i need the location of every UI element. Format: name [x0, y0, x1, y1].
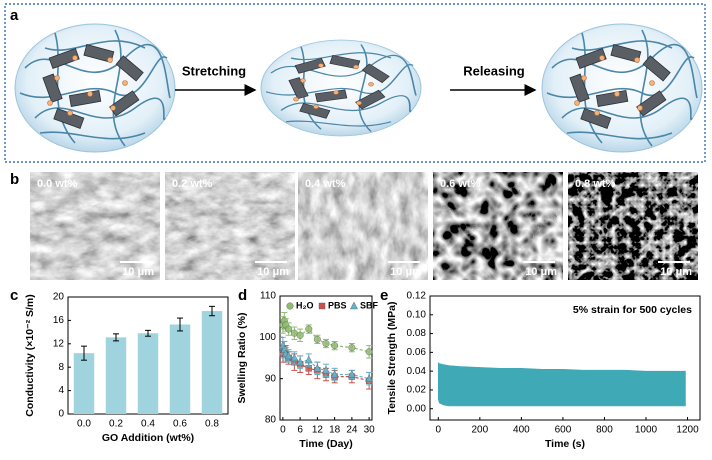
- sem-label: 0.2 wt%: [172, 178, 213, 190]
- panel-label: d: [238, 287, 247, 304]
- x-tick-label: 24: [346, 425, 358, 436]
- sem-label: 0.0 wt%: [37, 178, 78, 190]
- marker: [284, 351, 293, 360]
- marker: [322, 340, 330, 348]
- marker: [290, 353, 299, 362]
- y-axis-title: Tensile Strength (MPa): [386, 302, 398, 415]
- x-tick-label: 6: [297, 425, 303, 436]
- marker: [305, 325, 313, 333]
- x-axis-title: Time (Day): [299, 438, 353, 450]
- hydrogel-illustration: [541, 23, 703, 153]
- scale-label: 10 μm: [390, 266, 422, 278]
- y-tick-label: 12: [53, 338, 65, 349]
- marker: [365, 374, 374, 382]
- x-axis-title: GO Addition (wt%): [102, 432, 194, 444]
- x-tick-label: 0: [436, 425, 442, 436]
- area: [438, 362, 686, 407]
- y-tick-label: 0.10: [407, 309, 427, 320]
- x-tick-label: 0: [280, 425, 286, 436]
- sem-label: 0.4 wt%: [305, 178, 346, 190]
- legend-marker: [286, 302, 294, 310]
- sem-panel: 0.0 wt% 10 μm 0.2 wt% 10 μm 0.4 wt% 10 μm 0.6 …: [30, 172, 698, 280]
- arrow-label: Releasing: [463, 63, 524, 78]
- y-tick-label: 0.06: [407, 347, 427, 358]
- panel-label: c: [10, 287, 18, 304]
- x-tick-label: 12: [312, 425, 324, 436]
- annotation: 5% strain for 500 cycles: [573, 304, 692, 316]
- panel-label: e: [380, 287, 388, 304]
- legend-marker: [350, 301, 358, 310]
- hydrogel-illustration: [260, 39, 422, 137]
- bar: [201, 311, 223, 414]
- y-tick-label: 0.00: [407, 403, 427, 414]
- sem-label: 0.8 wt%: [575, 178, 616, 190]
- legend-label: SBF: [360, 300, 379, 310]
- marker: [330, 370, 339, 378]
- panel-label: b: [10, 171, 19, 188]
- x-tick-label: 600: [555, 425, 572, 436]
- x-tick-label: 30: [364, 425, 376, 436]
- marker: [322, 365, 330, 374]
- marker: [296, 357, 305, 366]
- marker: [313, 335, 321, 343]
- scale-label: 10 μm: [122, 266, 154, 278]
- y-axis-title: Swelling Ratio (%): [236, 312, 248, 403]
- hydrogel-illustration: [14, 23, 176, 153]
- x-tick-label: 0.8: [205, 419, 219, 430]
- y-tick-label: 4: [58, 385, 64, 396]
- marker: [347, 370, 356, 378]
- x-tick-label: 0.4: [141, 419, 155, 430]
- x-tick-label: 0.2: [109, 419, 123, 430]
- y-tick-label: 100: [259, 332, 276, 343]
- panel-border: [4, 3, 706, 163]
- x-tick-label: 1200: [676, 425, 699, 436]
- marker: [296, 331, 304, 339]
- y-tick-label: 0.08: [407, 328, 427, 339]
- x-tick-label: 0.6: [173, 419, 187, 430]
- x-tick-label: 18: [329, 425, 341, 436]
- y-tick-label: 8: [58, 362, 64, 373]
- legend-label: H₂O: [296, 300, 314, 310]
- x-tick-label: 800: [596, 425, 613, 436]
- y-tick-label: 0.04: [407, 366, 427, 377]
- x-axis-title: Time (s): [545, 438, 585, 450]
- marker: [348, 344, 356, 352]
- y-axis-title: Conductivity (×10⁻² S/m): [24, 294, 36, 417]
- y-tick-label: 20: [53, 292, 65, 303]
- y-tick-label: 90: [265, 373, 277, 384]
- scale-label: 10 μm: [525, 266, 557, 278]
- plot-frame: [429, 295, 701, 421]
- x-tick-label: 400: [513, 425, 530, 436]
- arrow-label: Stretching: [182, 63, 246, 78]
- scale-label: 10 μm: [257, 266, 289, 278]
- marker: [313, 363, 322, 372]
- marker: [365, 348, 373, 356]
- bar: [105, 337, 127, 414]
- bar: [73, 353, 95, 414]
- y-tick-label: 16: [53, 315, 65, 326]
- y-tick-label: 80: [265, 415, 277, 426]
- legend-label: PBS: [328, 300, 347, 310]
- y-tick-label: 0: [58, 409, 64, 420]
- marker: [285, 325, 293, 333]
- y-tick-label: 110: [260, 291, 276, 302]
- bar: [137, 333, 159, 414]
- scale-label: 10 μm: [660, 266, 692, 278]
- series-line: [282, 345, 370, 380]
- legend-marker: [318, 302, 326, 310]
- y-tick-label: 0.02: [407, 385, 427, 396]
- x-tick-label: 0.0: [77, 419, 91, 430]
- marker: [331, 342, 339, 350]
- marker: [304, 355, 313, 364]
- y-tick-label: 0.12: [407, 291, 427, 302]
- x-tick-label: 1000: [635, 425, 658, 436]
- panel-label: a: [10, 7, 19, 24]
- bar: [169, 324, 191, 414]
- x-tick-label: 200: [472, 425, 489, 436]
- sem-label: 0.6 wt%: [440, 178, 481, 190]
